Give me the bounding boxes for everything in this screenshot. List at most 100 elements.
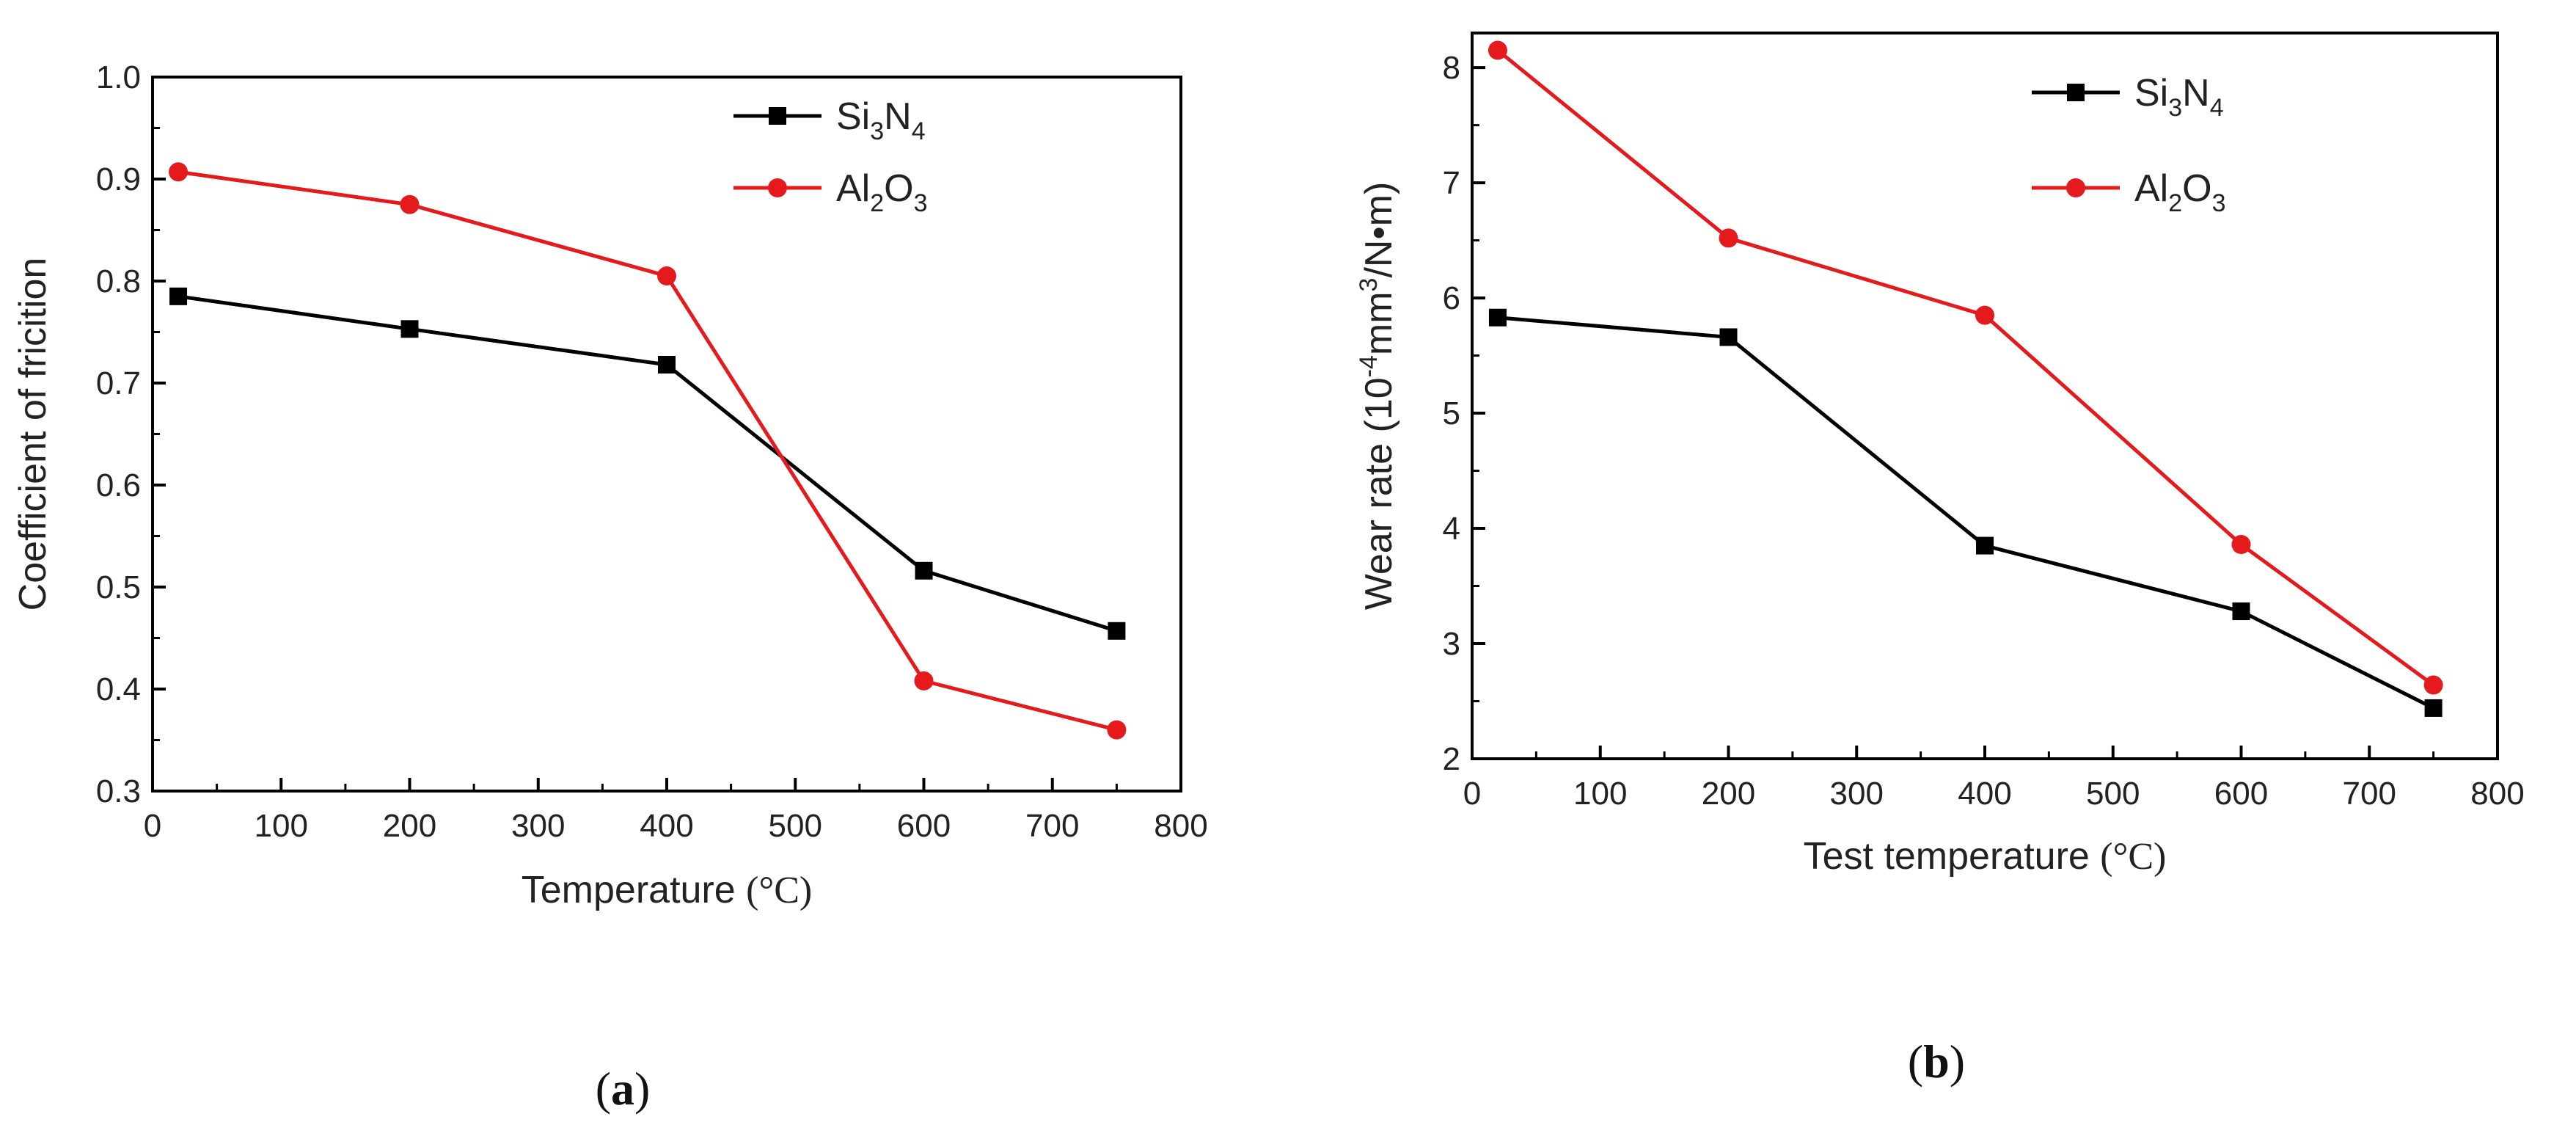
y-axis-title-part: /N•m): [1358, 182, 1400, 278]
x-axis-title-text: Temperature: [522, 869, 746, 911]
legend-label: Si3N4: [836, 95, 926, 145]
x-tick-label: 100: [255, 808, 308, 844]
panel-caption-close: ): [1950, 1035, 1965, 1088]
y-axis-title-part: -4: [1355, 355, 1383, 377]
data-point: [400, 320, 419, 338]
x-tick-label: 800: [2470, 776, 2524, 812]
x-tick-label: 400: [1958, 776, 2011, 812]
data-point: [1107, 720, 1127, 740]
legend-label-part: 3: [2168, 94, 2182, 122]
y-tick-label: 6: [1443, 280, 1460, 316]
panel-caption: (a): [596, 1063, 651, 1115]
y-axis-title-part: mm: [1358, 291, 1400, 355]
x-axis-title: Temperature (°C): [522, 869, 813, 911]
legend-marker: [2067, 84, 2085, 101]
data-point: [169, 287, 188, 305]
y-tick-label: 4: [1443, 511, 1460, 547]
legend-label-part: N: [884, 95, 912, 138]
data-point: [657, 266, 676, 286]
x-tick-label: 400: [640, 808, 693, 844]
y-axis-title: Coefficient of fricition: [12, 258, 54, 611]
panel-caption-open: (: [1908, 1035, 1923, 1088]
x-tick-label: 300: [511, 808, 565, 844]
x-tick-label: 800: [1154, 808, 1207, 844]
legend-label-part: O: [2182, 167, 2211, 210]
legend-label: Al2O3: [836, 167, 928, 217]
y-tick-label: 0.9: [96, 161, 141, 197]
y-tick-label: 0.8: [96, 263, 141, 299]
legend-label-part: Al: [2134, 167, 2168, 210]
legend-label-part: 3: [914, 189, 928, 217]
legend-label-part: N: [2182, 72, 2210, 114]
y-tick-label: 0.6: [96, 467, 141, 503]
data-point: [2423, 675, 2443, 695]
data-point: [2231, 535, 2251, 555]
data-point: [658, 355, 676, 374]
x-tick-label: 300: [1830, 776, 1884, 812]
data-point: [1108, 622, 1126, 640]
data-point: [1975, 305, 1994, 325]
y-tick-label: 0.5: [96, 569, 141, 605]
series-Al2O3: [1488, 40, 2443, 695]
data-point: [1488, 40, 1507, 60]
legend-label-part: 4: [2210, 94, 2224, 122]
legend-label-part: 2: [870, 189, 884, 217]
legend-label: Al2O3: [2134, 167, 2226, 217]
x-axis-title-text: Test temperature: [1804, 835, 2101, 878]
legend-marker: [768, 178, 787, 197]
x-tick-label: 600: [897, 808, 951, 844]
data-point: [2232, 602, 2250, 621]
panel-caption-close: ): [634, 1063, 650, 1115]
panels: 0 100 200 300 400 500 600 700 800 0.3 0.4 0.5 0.6 0.7…: [12, 32, 2525, 1115]
y-tick-label: 3: [1443, 626, 1460, 662]
panel-caption-letter: b: [1923, 1035, 1950, 1088]
series-Al2O3: [169, 162, 1127, 740]
x-tick-label: 700: [2343, 776, 2396, 812]
x-axis-unit: (°C): [2100, 836, 2166, 878]
legend-label-part: O: [884, 167, 913, 210]
x-tick-label: 600: [2214, 776, 2268, 812]
data-point: [914, 671, 934, 691]
x-tick-label: 700: [1025, 808, 1079, 844]
legend-marker: [769, 107, 786, 125]
legend-label: Si3N4: [2134, 72, 2224, 122]
legend-label-part: Al: [836, 167, 870, 210]
data-point: [1488, 308, 1507, 327]
x-tick-label: 500: [2086, 776, 2140, 812]
chart-panel-a: 0 100 200 300 400 500 600 700 800 0.3 0.4 0.5 0.6 0.7…: [12, 59, 1208, 1115]
legend-label-part: Si: [836, 95, 870, 138]
y-tick-label: 0.7: [96, 365, 141, 401]
data-point: [2424, 699, 2443, 717]
x-tick-label: 200: [383, 808, 436, 844]
series-Si3N4: [1488, 308, 2443, 717]
data-point: [1976, 536, 1994, 555]
y-tick-label: 7: [1443, 165, 1460, 201]
panel-caption: (b): [1908, 1035, 1965, 1088]
y-tick-label: 2: [1443, 741, 1460, 777]
data-point: [400, 194, 420, 214]
x-axis-unit: (°C): [746, 870, 812, 911]
legend-marker: [2066, 178, 2085, 197]
x-tick-label: 0: [144, 808, 161, 844]
y-axis-title-part: 3: [1355, 278, 1383, 292]
data-point: [169, 162, 189, 182]
legend-label-part: 3: [870, 117, 884, 145]
data-point: [1719, 228, 1738, 248]
data-point: [915, 561, 933, 580]
legend-label-part: 4: [912, 117, 926, 145]
y-tick-label: 1.0: [96, 59, 141, 95]
y-tick-label: 5: [1443, 396, 1460, 431]
legend-label-part: Si: [2134, 72, 2168, 114]
x-tick-label: 100: [1573, 776, 1627, 812]
y-tick-label: 8: [1443, 50, 1460, 86]
series-Si3N4: [169, 287, 1126, 640]
x-tick-label: 500: [769, 808, 822, 844]
panel-caption-open: (: [596, 1063, 611, 1115]
y-axis-title: Wear rate (10-4mm3/N•m): [1355, 182, 1400, 611]
legend-label-part: 2: [2168, 189, 2182, 217]
x-axis-title: Test temperature (°C): [1804, 835, 2167, 878]
x-tick-label: 200: [1702, 776, 1755, 812]
